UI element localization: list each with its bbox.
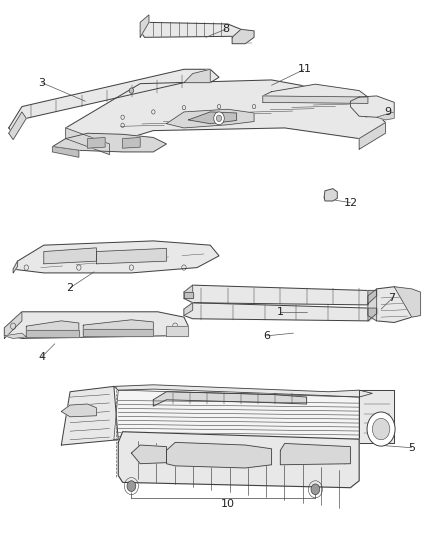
- Polygon shape: [368, 287, 412, 322]
- Polygon shape: [118, 432, 359, 488]
- Text: 6: 6: [264, 331, 271, 341]
- Polygon shape: [368, 290, 377, 305]
- Polygon shape: [26, 321, 79, 337]
- Text: 2: 2: [67, 283, 74, 293]
- Circle shape: [127, 481, 136, 491]
- Polygon shape: [263, 96, 368, 103]
- Polygon shape: [324, 189, 337, 201]
- Polygon shape: [4, 312, 22, 338]
- Polygon shape: [114, 390, 359, 443]
- Polygon shape: [53, 133, 166, 152]
- Circle shape: [367, 412, 395, 446]
- Polygon shape: [61, 386, 118, 445]
- Polygon shape: [184, 303, 193, 316]
- Polygon shape: [44, 248, 96, 264]
- Circle shape: [372, 418, 390, 440]
- Polygon shape: [4, 333, 26, 338]
- Polygon shape: [4, 312, 188, 338]
- Polygon shape: [66, 80, 385, 144]
- Polygon shape: [350, 96, 394, 117]
- Polygon shape: [26, 330, 79, 337]
- Polygon shape: [359, 390, 394, 443]
- Polygon shape: [123, 138, 140, 148]
- Polygon shape: [114, 385, 372, 397]
- Polygon shape: [166, 109, 254, 128]
- Polygon shape: [184, 69, 210, 83]
- Polygon shape: [188, 112, 237, 124]
- Polygon shape: [368, 289, 377, 321]
- Polygon shape: [166, 442, 272, 468]
- Polygon shape: [96, 248, 166, 264]
- Polygon shape: [9, 69, 219, 133]
- Circle shape: [216, 115, 222, 122]
- Polygon shape: [9, 112, 26, 140]
- Text: 8: 8: [222, 25, 229, 34]
- Polygon shape: [13, 261, 18, 273]
- Polygon shape: [131, 445, 166, 464]
- Circle shape: [129, 88, 134, 93]
- Polygon shape: [61, 404, 96, 417]
- Polygon shape: [83, 320, 153, 336]
- Text: 3: 3: [38, 78, 45, 87]
- Polygon shape: [13, 241, 219, 273]
- Polygon shape: [377, 112, 394, 120]
- Text: 11: 11: [297, 64, 311, 74]
- Polygon shape: [184, 285, 193, 298]
- Polygon shape: [263, 84, 368, 102]
- Text: 12: 12: [343, 198, 357, 207]
- Polygon shape: [88, 138, 105, 148]
- Polygon shape: [368, 308, 377, 321]
- Polygon shape: [184, 285, 377, 305]
- Polygon shape: [359, 123, 385, 149]
- Polygon shape: [153, 392, 307, 406]
- Text: 5: 5: [408, 443, 415, 453]
- Circle shape: [214, 112, 224, 125]
- Polygon shape: [280, 443, 350, 465]
- Text: 7: 7: [389, 294, 396, 303]
- Polygon shape: [53, 147, 79, 157]
- Polygon shape: [166, 326, 188, 336]
- Text: 1: 1: [277, 307, 284, 317]
- Text: 10: 10: [221, 499, 235, 508]
- Polygon shape: [394, 287, 420, 317]
- Text: 4: 4: [38, 352, 45, 362]
- Text: 9: 9: [384, 107, 391, 117]
- Circle shape: [311, 484, 320, 495]
- Polygon shape: [184, 292, 193, 298]
- Polygon shape: [140, 22, 241, 37]
- Polygon shape: [232, 29, 254, 44]
- Polygon shape: [66, 128, 110, 155]
- Polygon shape: [83, 329, 153, 336]
- Polygon shape: [140, 15, 149, 37]
- Polygon shape: [184, 303, 377, 321]
